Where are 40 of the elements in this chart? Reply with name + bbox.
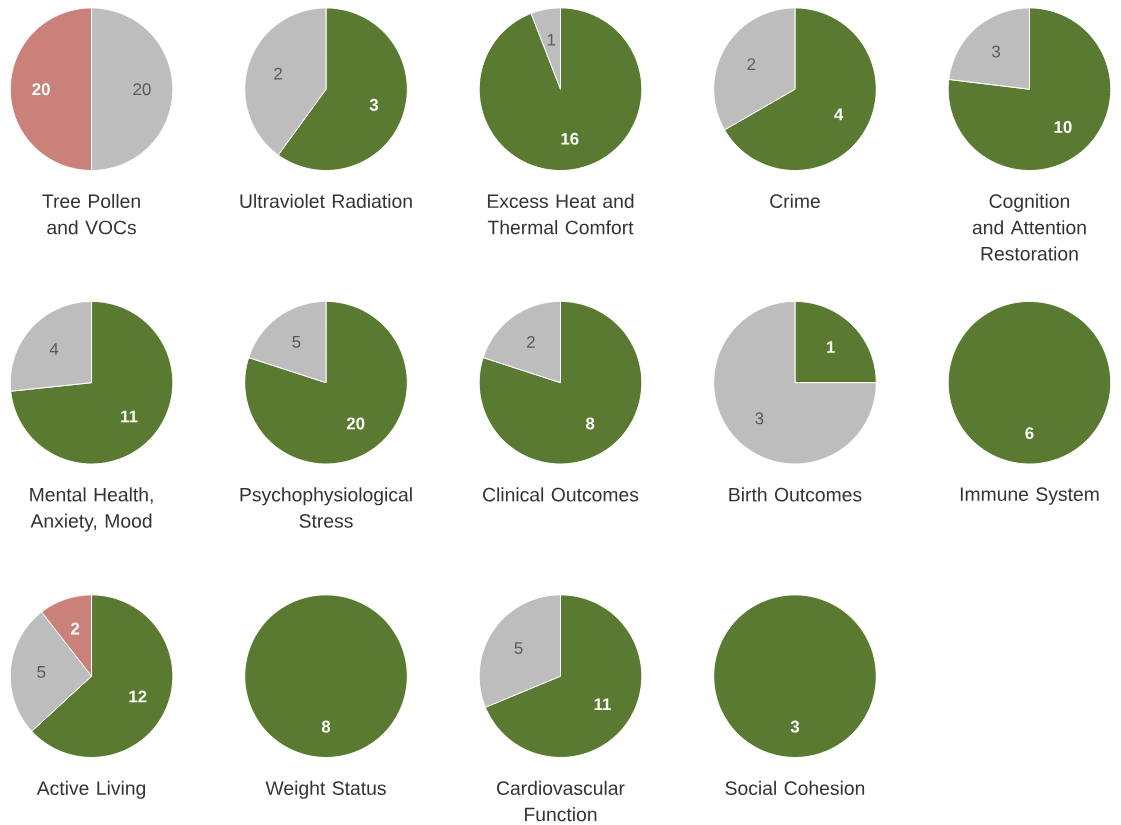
text: Birth Outcomes [729,487,862,502]
data-label: 11 [121,410,138,423]
text: Active Living [36,781,146,800]
data-label: 20 [32,83,50,96]
data-label: 6 [1025,427,1034,440]
text: Ultraviolet Radiation [240,194,412,209]
text: Excess Heat and Thermal Comfort [487,194,634,235]
data-label: 2 [71,622,80,635]
text: Social Cohesion [725,781,865,796]
text: Crime [770,194,820,209]
data-label: 8 [585,417,595,430]
text: Tree Pollen and VOCs [42,194,140,235]
data-label: 3 [755,412,764,425]
data-label: 4 [49,343,59,355]
data-label: 5 [37,666,46,679]
text: Cognition and Attention Restoration [972,194,1086,261]
text: Clinical Outcomes [483,487,639,502]
data-label: 11 [594,698,611,711]
text: Psychophysiological Stress [240,487,412,528]
data-label: 20 [346,417,365,430]
text: Mental Health, Anxiety, Mood [30,487,153,532]
data-label: 5 [292,336,301,349]
data-label: 3 [369,99,379,111]
data-label: 16 [561,133,579,145]
data-label: 2 [527,336,535,348]
data-label: 5 [514,642,523,655]
text: Immune System [960,487,1099,506]
data-label: 2 [274,67,282,80]
data-label: 10 [1054,121,1072,134]
data-label: 4 [834,108,844,121]
data-label: 12 [129,690,147,703]
text: Cardiovascular Function [497,781,625,822]
data-label: 1 [547,34,556,46]
data-label: 1 [827,341,835,354]
data-label: 20 [133,83,151,96]
text: Weight Status [265,781,386,800]
data-label: 3 [790,720,800,733]
data-label: 2 [747,58,756,71]
data-label: 8 [321,720,331,733]
data-label: 3 [992,45,1000,58]
